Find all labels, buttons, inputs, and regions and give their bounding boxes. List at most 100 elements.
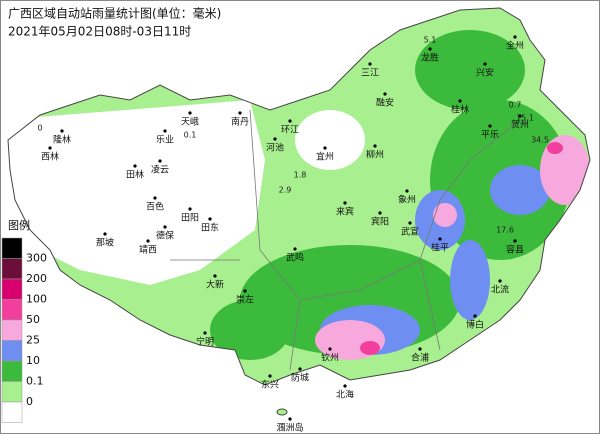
place-label: 环江 — [281, 125, 299, 136]
station-dot — [213, 274, 217, 278]
place-label: 防城 — [291, 372, 309, 384]
place-label: 田东 — [201, 222, 219, 234]
rain-reading: 1.8 — [294, 171, 307, 180]
station-dot — [418, 347, 422, 351]
station-dot — [298, 367, 302, 371]
station-dot — [208, 217, 212, 221]
place-label: 钦州 — [321, 352, 339, 364]
rain-reading: 0 — [37, 124, 42, 133]
legend-swatch — [1, 299, 23, 321]
legend-title: 图例 — [8, 218, 30, 232]
station-dot — [408, 221, 412, 225]
station-dot — [343, 201, 347, 205]
station-dot — [378, 211, 382, 215]
station-dot — [343, 384, 347, 388]
legend-label: 100 — [26, 293, 47, 306]
station-dot — [243, 289, 247, 293]
station-dot — [488, 124, 492, 128]
place-label: 来宾 — [336, 206, 354, 218]
place-label: 博白 — [466, 319, 484, 331]
place-label: 涠洲岛 — [276, 422, 303, 434]
place-label: 河池 — [266, 142, 284, 154]
station-dot — [158, 159, 162, 163]
place-label: 西林 — [41, 151, 59, 163]
station-dot — [60, 129, 64, 133]
station-dot — [498, 279, 502, 283]
station-dot — [288, 417, 292, 421]
place-label: 隆林 — [53, 134, 71, 146]
legend-label: 25 — [26, 334, 40, 347]
legend-label: 300 — [26, 252, 47, 265]
place-label: 龙胜 — [421, 52, 439, 64]
place-label: 武宣 — [401, 226, 419, 238]
rain-reading: 2.9 — [279, 186, 292, 195]
rain-reading: 17.6 — [496, 226, 514, 235]
station-dot — [103, 232, 107, 236]
legend-swatch — [1, 360, 23, 382]
place-label: 融安 — [376, 97, 394, 109]
place-label: 兴安 — [476, 67, 494, 79]
place-label: 北海 — [336, 389, 354, 401]
legend-label: 0.1 — [26, 375, 44, 388]
place-label: 北流 — [491, 284, 509, 296]
subtitle: 2021年05月02日08时-03日11时 — [8, 25, 191, 39]
legend-swatch — [1, 319, 23, 341]
station-dot — [513, 35, 517, 39]
legend-swatch — [1, 340, 23, 362]
legend-swatch — [1, 381, 23, 403]
place-label: 东兴 — [261, 379, 279, 391]
place-label: 德保 — [156, 230, 174, 242]
rain-reading: 34.5 — [531, 136, 549, 145]
place-label: 合浦 — [411, 352, 429, 364]
place-label: 全州 — [506, 40, 524, 52]
place-label: 桂平 — [431, 242, 449, 254]
legend-swatch — [1, 278, 23, 300]
place-label: 武鸣 — [286, 252, 304, 264]
station-dot — [438, 237, 442, 241]
station-dot — [203, 331, 207, 335]
station-dot — [273, 137, 277, 141]
station-dot — [188, 207, 192, 211]
place-label: 容县 — [506, 244, 524, 256]
station-dot — [518, 114, 522, 118]
island — [276, 408, 288, 416]
place-label: 柳州 — [366, 149, 384, 161]
place-label: 百色 — [146, 201, 164, 213]
legend: 300 200 100 50 25 10 0.1 0 — [1, 237, 47, 423]
station-dot — [458, 99, 462, 103]
legend-swatch — [1, 401, 23, 423]
rain-reading: 0.1 — [184, 131, 197, 140]
place-label: 桂林 — [451, 104, 469, 116]
place-label: 田阳 — [181, 213, 199, 224]
rain-reading: 5.1 — [424, 36, 437, 45]
place-label: 天峨 — [181, 116, 199, 128]
place-label: 靖西 — [139, 244, 157, 256]
place-label: 三江 — [361, 68, 379, 79]
station-dot — [48, 146, 52, 150]
rain-reading: 0.7 — [509, 101, 522, 110]
station-dot — [188, 111, 192, 115]
border — [7, 7, 591, 386]
station-dot — [163, 225, 167, 229]
place-label: 贺州 — [511, 119, 529, 131]
station-dot — [483, 62, 487, 66]
title: 广西区域自动站雨量统计图(单位：毫米) — [8, 6, 221, 21]
station-dot — [373, 144, 377, 148]
station-dot — [383, 92, 387, 96]
station-dot — [268, 374, 272, 378]
legend-label: 10 — [26, 354, 40, 367]
place-label: 凌云 — [151, 164, 169, 176]
station-dot — [153, 196, 157, 200]
place-label: 田林 — [126, 169, 144, 181]
station-dot — [293, 247, 297, 251]
legend-label: 200 — [26, 272, 47, 285]
rain-reading: 15.1 — [516, 114, 534, 123]
place-label: 南丹 — [231, 116, 249, 128]
place-label: 宾阳 — [371, 216, 389, 228]
station-dot — [368, 62, 372, 66]
station-dot — [163, 129, 167, 133]
place-label: 大新 — [206, 279, 224, 291]
place-label: 宜州 — [316, 151, 334, 163]
